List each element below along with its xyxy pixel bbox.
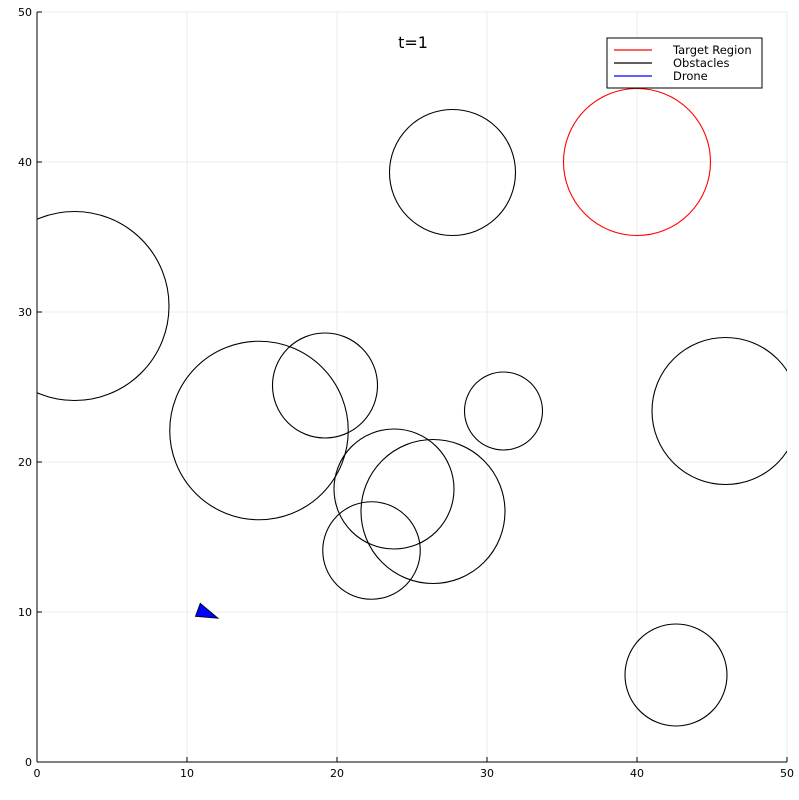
legend-label-0: Target Region bbox=[672, 43, 752, 57]
drone-layer bbox=[194, 602, 220, 619]
chart-title: t=1 bbox=[398, 33, 428, 52]
y-tick-label-0: 0 bbox=[25, 756, 32, 769]
x-tick-label-0: 0 bbox=[34, 767, 41, 780]
obstacle-circle-9 bbox=[624, 623, 728, 727]
y-axis-ticks: 0 10 20 30 40 50 bbox=[18, 6, 42, 769]
grid-lines bbox=[36, 11, 788, 763]
obstacle-circle-1 bbox=[37, 210, 170, 402]
y-tick-label-1: 10 bbox=[18, 606, 32, 619]
obstacle-circle-5 bbox=[651, 336, 787, 486]
y-tick-label-4: 40 bbox=[18, 156, 32, 169]
y-tick-label-5: 50 bbox=[18, 6, 32, 19]
x-tick-label-5: 50 bbox=[780, 767, 794, 780]
x-tick-label-3: 30 bbox=[480, 767, 494, 780]
y-tick-label-3: 30 bbox=[18, 306, 32, 319]
obstacle-circle-2 bbox=[169, 340, 349, 521]
legend-label-1: Obstacles bbox=[673, 56, 729, 70]
circles-layer bbox=[37, 87, 787, 727]
obstacle-circle-4 bbox=[463, 371, 544, 451]
obstacle-circle-8 bbox=[322, 501, 421, 600]
y-tick-label-2: 20 bbox=[18, 456, 32, 469]
x-tick-label-4: 40 bbox=[630, 767, 644, 780]
obstacle-circle-6 bbox=[333, 428, 455, 550]
axes bbox=[36, 12, 787, 763]
obstacle-circle-7 bbox=[360, 438, 506, 585]
drone-marker bbox=[194, 602, 220, 619]
x-tick-label-2: 20 bbox=[330, 767, 344, 780]
obstacle-circle-3 bbox=[271, 332, 379, 439]
x-axis-ticks: 0 10 20 30 40 50 bbox=[34, 757, 794, 780]
x-tick-label-1: 10 bbox=[180, 767, 194, 780]
obstacle-circle-0 bbox=[388, 108, 517, 237]
legend-label-2: Drone bbox=[673, 69, 708, 83]
